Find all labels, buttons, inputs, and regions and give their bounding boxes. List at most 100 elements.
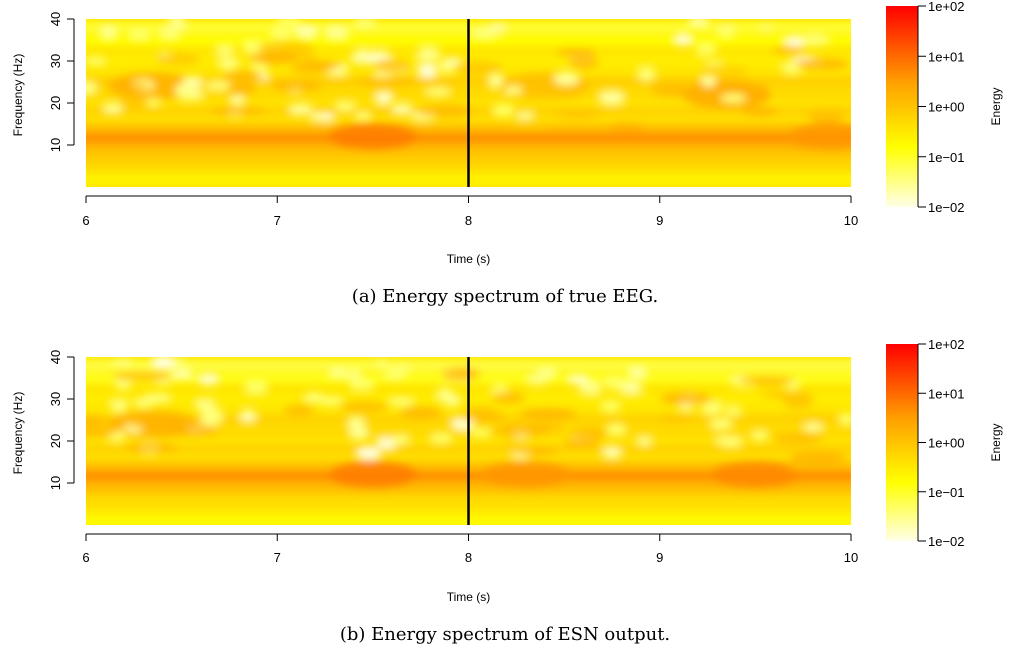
low-energy-spot (724, 406, 742, 416)
mid-energy-spot (124, 442, 180, 453)
energy-hotspot (327, 122, 418, 151)
mid-energy-spot (773, 432, 823, 445)
x-tick-label: 7 (274, 550, 281, 565)
low-energy-spot (86, 56, 105, 67)
low-energy-spot (144, 392, 170, 403)
low-energy-spot (600, 401, 621, 413)
low-energy-spot (289, 104, 312, 115)
low-energy-spot (515, 111, 535, 121)
low-energy-spot (169, 19, 184, 28)
low-energy-spot (304, 392, 324, 403)
low-energy-spot (717, 22, 736, 36)
low-energy-spot (417, 47, 440, 61)
low-energy-spot (469, 428, 491, 437)
low-energy-spot (329, 367, 348, 378)
spectrum-panel-a: 10 20 30 40 Frequency (Hz) 6 7 8 9 10 Time (s) 1e−0… (11, 0, 1003, 266)
low-energy-spot (492, 104, 515, 117)
low-energy-spot (276, 19, 302, 28)
mid-energy-spot (119, 97, 149, 108)
low-energy-spot (244, 381, 268, 394)
mid-energy-spot (771, 45, 806, 55)
low-energy-spot (151, 357, 176, 369)
low-energy-spot (444, 395, 460, 407)
mid-energy-spot (86, 415, 108, 426)
low-energy-spot (375, 92, 392, 105)
low-energy-spot (636, 436, 653, 446)
low-energy-spot (695, 43, 717, 56)
colorbar-title: Energy (989, 423, 1003, 461)
low-energy-spot (710, 417, 733, 430)
mid-energy-spot (227, 83, 257, 95)
low-energy-spot (230, 95, 245, 106)
low-energy-spot (602, 447, 622, 459)
y-tick-label: 10 (48, 138, 63, 152)
caption-b: (b) Energy spectrum of ESN output. (340, 624, 670, 645)
low-energy-spot (392, 104, 412, 114)
low-energy-spot (619, 382, 643, 394)
mid-energy-spot (657, 414, 695, 423)
low-energy-spot (720, 93, 747, 103)
low-energy-spot (349, 380, 375, 391)
colorbar: 1e−02 1e−01 1e+00 1e+01 1e+02 Energy (886, 337, 1003, 549)
low-energy-spot (636, 67, 656, 81)
colorbar-gradient (886, 344, 918, 541)
y-axis-title: Frequency (Hz) (11, 392, 25, 475)
low-energy-spot (429, 433, 453, 444)
mid-energy-spot (127, 417, 184, 430)
mid-energy-spot (416, 103, 475, 118)
low-energy-spot (215, 46, 235, 56)
low-energy-spot (159, 25, 181, 39)
heatmap-area (86, 357, 851, 525)
low-energy-spot (318, 396, 343, 407)
energy-hotspot (710, 460, 801, 489)
colorbar-tick-label: 1e+01 (928, 49, 965, 64)
low-energy-spot (86, 80, 97, 95)
low-energy-spot (568, 375, 589, 385)
colorbar-tick-label: 1e−01 (928, 150, 965, 165)
mid-energy-spot (509, 119, 551, 130)
low-energy-spot (785, 37, 806, 49)
low-energy-spot (701, 401, 724, 415)
colorbar-tick-label: 1e−02 (928, 534, 965, 549)
x-tick-label: 8 (465, 213, 472, 228)
low-energy-spot (389, 397, 414, 407)
mid-energy-spot (467, 405, 496, 419)
mid-energy-spot (562, 438, 601, 448)
energy-hotspot (786, 122, 851, 151)
mid-energy-spot (785, 457, 815, 472)
low-energy-spot (295, 25, 318, 37)
low-energy-spot (203, 412, 223, 423)
low-energy-spot (325, 25, 348, 39)
low-energy-spot (688, 19, 709, 26)
low-energy-spot (242, 40, 267, 55)
low-energy-spot (628, 366, 647, 380)
x-tick-label: 9 (656, 213, 663, 228)
low-energy-spot (606, 423, 626, 436)
low-energy-spot (376, 437, 397, 450)
energy-hotspot (327, 460, 418, 489)
mid-energy-spot (571, 427, 608, 440)
low-energy-spot (357, 447, 381, 460)
low-energy-spot (355, 111, 371, 121)
x-tick-label: 9 (656, 550, 663, 565)
low-energy-spot (578, 382, 603, 394)
y-tick-label: 20 (48, 96, 63, 110)
low-energy-spot (271, 28, 292, 39)
x-tick-label: 7 (274, 213, 281, 228)
energy-hotspot (480, 460, 571, 489)
low-energy-spot (392, 435, 410, 445)
low-energy-spot (488, 73, 504, 88)
mid-energy-spot (357, 75, 417, 89)
mid-energy-spot (795, 58, 850, 70)
low-energy-spot (100, 24, 117, 38)
mid-energy-spot (569, 55, 599, 69)
low-energy-spot (197, 402, 213, 411)
x-tick-label: 6 (82, 213, 89, 228)
mid-energy-spot (374, 58, 411, 73)
heatmap-cells (86, 19, 851, 184)
low-energy-spot (309, 112, 326, 121)
mid-energy-spot (209, 106, 266, 116)
colorbar-tick-label: 1e+02 (928, 0, 965, 14)
mid-energy-spot (283, 404, 314, 416)
